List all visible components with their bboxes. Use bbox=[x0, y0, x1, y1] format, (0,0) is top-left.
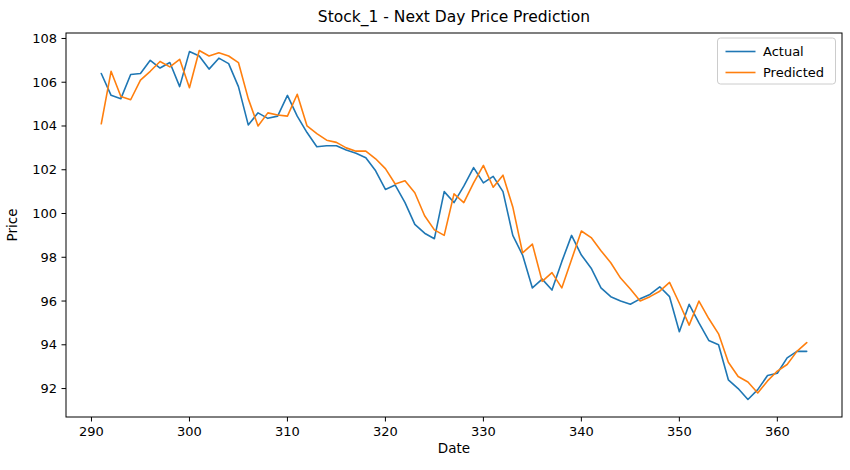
legend-label-actual: Actual bbox=[763, 44, 804, 59]
series-line-predicted bbox=[101, 51, 806, 393]
y-axis-label: Price bbox=[4, 209, 20, 242]
series-lines bbox=[101, 51, 806, 400]
x-tick-label: 360 bbox=[765, 424, 790, 439]
plot-spines bbox=[66, 33, 842, 417]
y-tick-label: 92 bbox=[40, 381, 57, 396]
y-tick-label: 96 bbox=[40, 294, 57, 309]
y-tick-label: 106 bbox=[32, 75, 57, 90]
x-tick-label: 330 bbox=[471, 424, 496, 439]
y-tick-label: 108 bbox=[32, 31, 57, 46]
y-tick-label: 104 bbox=[32, 118, 57, 133]
x-tick-label: 320 bbox=[373, 424, 398, 439]
x-tick-label: 340 bbox=[569, 424, 594, 439]
legend-label-predicted: Predicted bbox=[763, 65, 824, 80]
x-axis-label: Date bbox=[438, 440, 470, 456]
y-tick-label: 102 bbox=[32, 162, 57, 177]
x-tick-label: 290 bbox=[79, 424, 104, 439]
y-tick-label: 98 bbox=[40, 250, 57, 265]
axes: 290 300 310 320 330 340 350 360 92 94 96 98 100 102 10… bbox=[32, 31, 842, 439]
series-line-actual bbox=[101, 52, 806, 400]
legend: Actual Predicted bbox=[718, 38, 836, 84]
chart-title: Stock_1 - Next Day Price Prediction bbox=[318, 8, 590, 27]
plot-canvas: 290 300 310 320 330 340 350 360 92 94 96 98 100 102 10… bbox=[0, 0, 850, 470]
y-tick-label: 94 bbox=[40, 337, 57, 352]
y-tick-label: 100 bbox=[32, 206, 57, 221]
x-tick-label: 310 bbox=[275, 424, 300, 439]
figure: 290 300 310 320 330 340 350 360 92 94 96 98 100 102 10… bbox=[0, 0, 850, 470]
x-tick-label: 350 bbox=[667, 424, 692, 439]
x-tick-label: 300 bbox=[177, 424, 202, 439]
